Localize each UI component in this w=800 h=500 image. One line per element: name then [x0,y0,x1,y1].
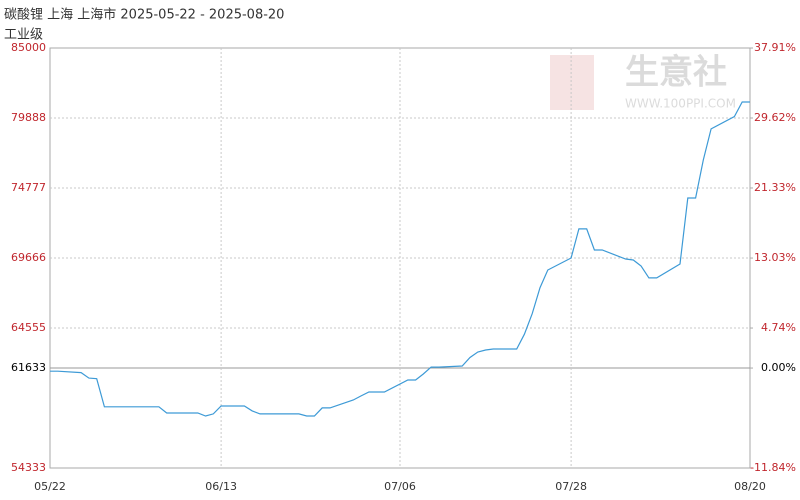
y2-tick-label: 29.62% [754,111,796,124]
x-tick-label: 07/06 [384,480,416,493]
watermark-text: 生意社 [625,53,727,93]
y2-tick-label: 4.74% [761,321,796,334]
y-tick-label: 74777 [11,181,46,194]
x-tick-label: 05/22 [34,480,66,493]
y-tick-label: 85000 [11,41,46,54]
x-tick-label: 07/28 [555,480,587,493]
y-tick-label: 64555 [11,321,46,334]
y-tick-label: 79888 [11,111,46,124]
watermark: 生意社 WWW.100PPI.COM [550,53,736,111]
chart-subtitle: 工业级 [4,28,43,43]
data-line [50,101,750,417]
y-tick-label: 61633 [11,361,46,374]
x-tick-label: 08/20 [734,480,766,493]
x-tick-label: 06/13 [205,480,237,493]
y2-tick-label: -11.84% [750,461,796,474]
y-tick-label: 54333 [11,461,46,474]
watermark-url: WWW.100PPI.COM [625,97,736,111]
y-tick-label: 69666 [11,251,46,264]
y2-tick-label: 0.00% [761,361,796,374]
watermark-logo [550,55,594,110]
y2-tick-label: 21.33% [754,181,796,194]
y2-tick-label: 13.03% [754,251,796,264]
y2-tick-label: 37.91% [754,41,796,54]
chart-title: 碳酸锂 上海 上海市 2025-05-22 - 2025-08-20 [4,7,284,23]
